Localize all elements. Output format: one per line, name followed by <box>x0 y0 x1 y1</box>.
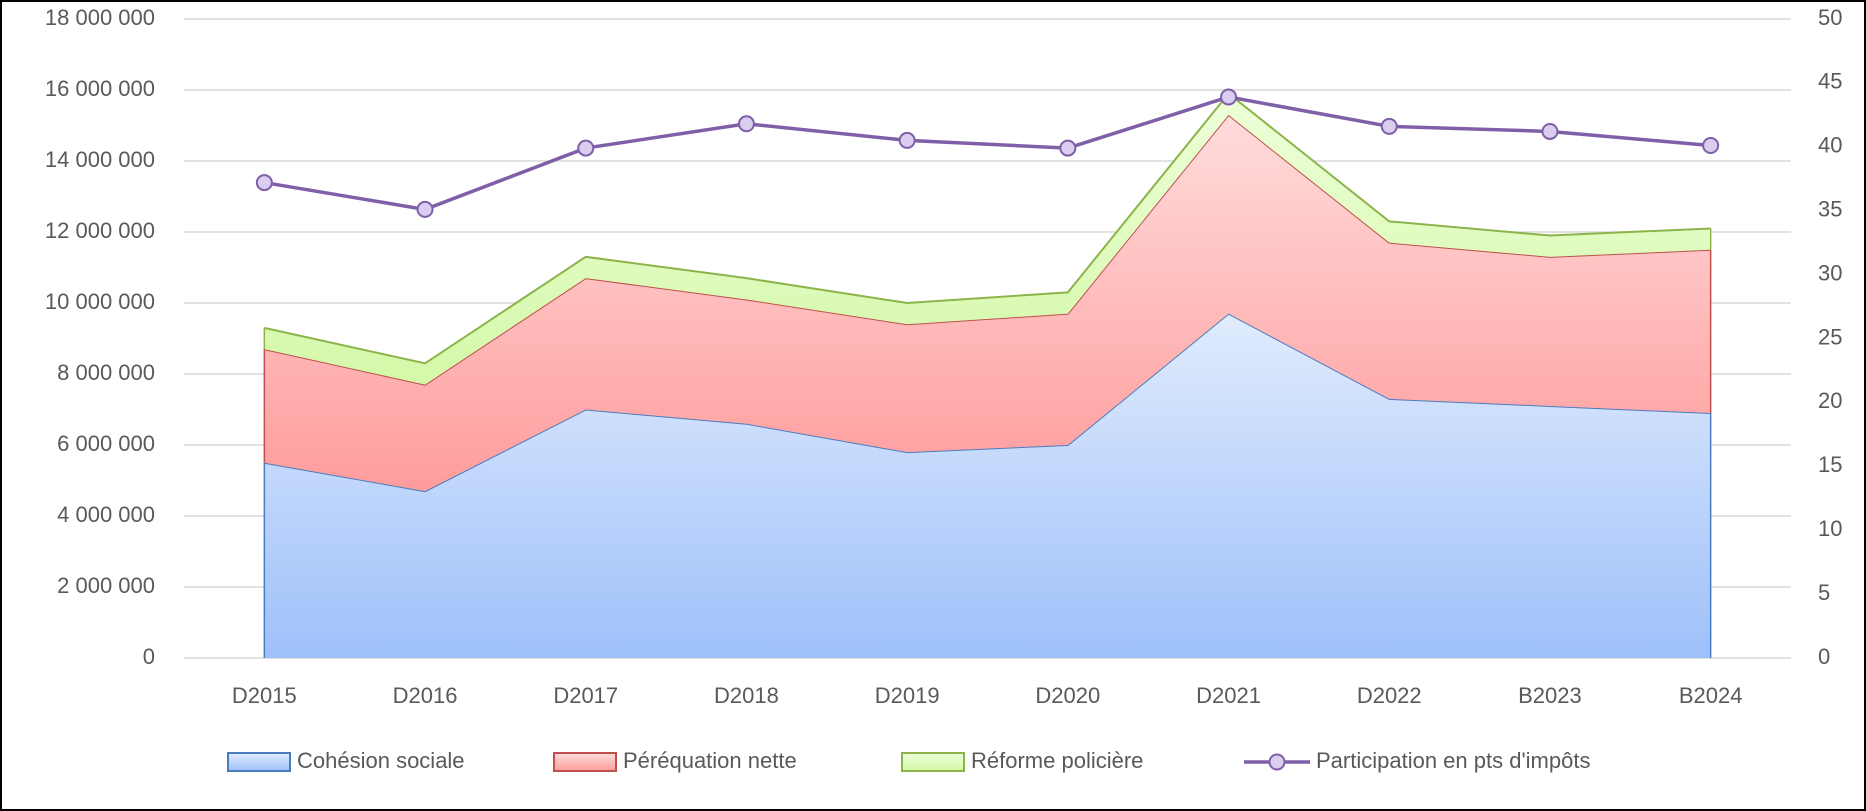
y2-tick-label: 40 <box>1818 133 1842 158</box>
point <box>1702 137 1720 155</box>
legend-swatch <box>901 752 965 772</box>
point <box>1380 117 1398 135</box>
y2-tick-label: 30 <box>1818 260 1842 285</box>
y2-tick-label: 0 <box>1818 644 1830 669</box>
legend-label: Réforme policière <box>971 748 1143 773</box>
point <box>1220 88 1238 106</box>
x-tick-label: D2015 <box>232 683 297 708</box>
legend-label: Cohésion sociale <box>297 748 465 773</box>
y2-tick-label: 5 <box>1818 580 1830 605</box>
x-tick-label: D2018 <box>714 683 779 708</box>
point <box>416 200 434 218</box>
y2-tick-label: 15 <box>1818 452 1842 477</box>
y2-tick-label: 50 <box>1818 5 1842 30</box>
point <box>898 131 916 149</box>
area-edge <box>264 92 1711 365</box>
point <box>255 174 273 192</box>
y-tick-label: 8 000 000 <box>57 360 155 385</box>
y2-tick-label: 20 <box>1818 388 1842 413</box>
legend-label: Participation en pts d'impôts <box>1316 748 1590 773</box>
area <box>264 114 1711 492</box>
y-tick-label: 4 000 000 <box>57 502 155 527</box>
x-tick-label: D2016 <box>393 683 458 708</box>
y-tick-label: 16 000 000 <box>45 76 155 101</box>
y-tick-label: 0 <box>143 644 155 669</box>
x-tick-label: D2022 <box>1357 683 1422 708</box>
legend-swatch <box>227 752 291 772</box>
y2-tick-label: 25 <box>1818 324 1842 349</box>
legend-label: Péréquation nette <box>623 748 797 773</box>
y-tick-label: 10 000 000 <box>45 289 155 314</box>
legend-swatch <box>553 752 617 772</box>
y-tick-label: 12 000 000 <box>45 218 155 243</box>
x-tick-label: D2017 <box>553 683 618 708</box>
y-tick-label: 2 000 000 <box>57 573 155 598</box>
point <box>1541 122 1559 140</box>
x-tick-label: D2019 <box>875 683 940 708</box>
area <box>264 93 1711 385</box>
y-tick-label: 14 000 000 <box>45 147 155 172</box>
y-tick-label: 6 000 000 <box>57 431 155 456</box>
x-tick-label: B2023 <box>1518 683 1582 708</box>
line <box>264 95 1711 212</box>
legend-marker <box>1268 753 1286 771</box>
y-tick-label: 18 000 000 <box>45 5 155 30</box>
area <box>264 313 1711 658</box>
point <box>577 139 595 157</box>
y2-tick-label: 45 <box>1818 69 1842 94</box>
point <box>1059 139 1077 157</box>
y2-tick-label: 35 <box>1818 197 1842 222</box>
point <box>737 115 755 133</box>
x-tick-label: D2020 <box>1035 683 1100 708</box>
x-tick-label: B2024 <box>1679 683 1743 708</box>
y2-tick-label: 10 <box>1818 516 1842 541</box>
x-tick-label: D2021 <box>1196 683 1261 708</box>
